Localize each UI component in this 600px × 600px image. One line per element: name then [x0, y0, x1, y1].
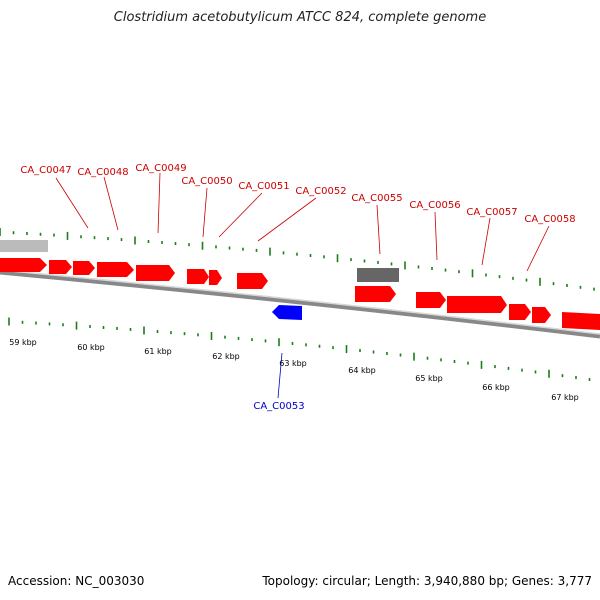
gene-label: CA_C0057: [466, 207, 517, 218]
forward-genes-upper: [0, 258, 268, 289]
gene-arrow[interactable]: [237, 273, 268, 289]
scale-label: 67 kbp: [551, 393, 579, 402]
scale-label: 66 kbp: [482, 383, 510, 392]
scale-label: 65 kbp: [415, 374, 443, 383]
genome-title: Clostridium acetobutylicum ATCC 824, com…: [113, 10, 487, 25]
scale-label: 62 kbp: [212, 352, 240, 361]
label-leader-lines: [55, 172, 550, 272]
gene-arrow[interactable]: [562, 312, 600, 330]
gene-arrow[interactable]: [73, 261, 95, 275]
gene-label: CA_C0058: [524, 214, 575, 225]
gene-label: CA_C0055: [351, 193, 402, 204]
gene-arrow[interactable]: [97, 262, 134, 277]
scale-label: 63 kbp: [279, 359, 307, 368]
gene-arrow[interactable]: [509, 304, 531, 320]
rna-feature: [357, 268, 399, 282]
gene-arrow[interactable]: [355, 286, 396, 302]
gene-label-reverse: CA_C0053: [253, 401, 304, 412]
scale-label: 61 kbp: [144, 347, 172, 356]
upper-tick-track: [0, 228, 595, 291]
gene-arrow[interactable]: [0, 258, 47, 272]
scale-label: 60 kbp: [77, 343, 105, 352]
gene-label: CA_C0049: [135, 163, 186, 174]
gene-label: CA_C0050: [181, 176, 232, 187]
forward-genes-lower: [355, 286, 600, 330]
gene-label: CA_C0056: [409, 200, 460, 211]
genome-backbone-highlight: [0, 269, 600, 335]
gene-label: CA_C0048: [77, 167, 128, 178]
gene-arrow-reverse[interactable]: [272, 305, 302, 320]
gray-feature: [0, 240, 48, 252]
gene-arrow[interactable]: [532, 307, 551, 323]
gene-arrow[interactable]: [447, 296, 507, 313]
gene-arrow[interactable]: [136, 265, 175, 281]
scale-label: 59 kbp: [9, 338, 37, 347]
lower-tick-track: [8, 317, 591, 381]
genome-backbone: [0, 269, 600, 339]
gene-arrow[interactable]: [49, 260, 72, 274]
scale-labels: 59 kbp 60 kbp 61 kbp 62 kbp 63 kbp 64 kb…: [9, 338, 579, 402]
accession-text: Accession: NC_003030: [8, 574, 145, 588]
genome-summary-text: Topology: circular; Length: 3,940,880 bp…: [262, 574, 592, 588]
gene-label: CA_C0051: [238, 181, 289, 192]
gene-label: CA_C0052: [295, 186, 346, 197]
gene-arrow[interactable]: [209, 270, 222, 285]
gene-arrow[interactable]: [187, 269, 209, 284]
gene-label: CA_C0047: [20, 165, 71, 176]
label-leader-line-reverse: [277, 352, 283, 399]
scale-label: 64 kbp: [348, 366, 376, 375]
gene-arrow[interactable]: [416, 292, 446, 308]
